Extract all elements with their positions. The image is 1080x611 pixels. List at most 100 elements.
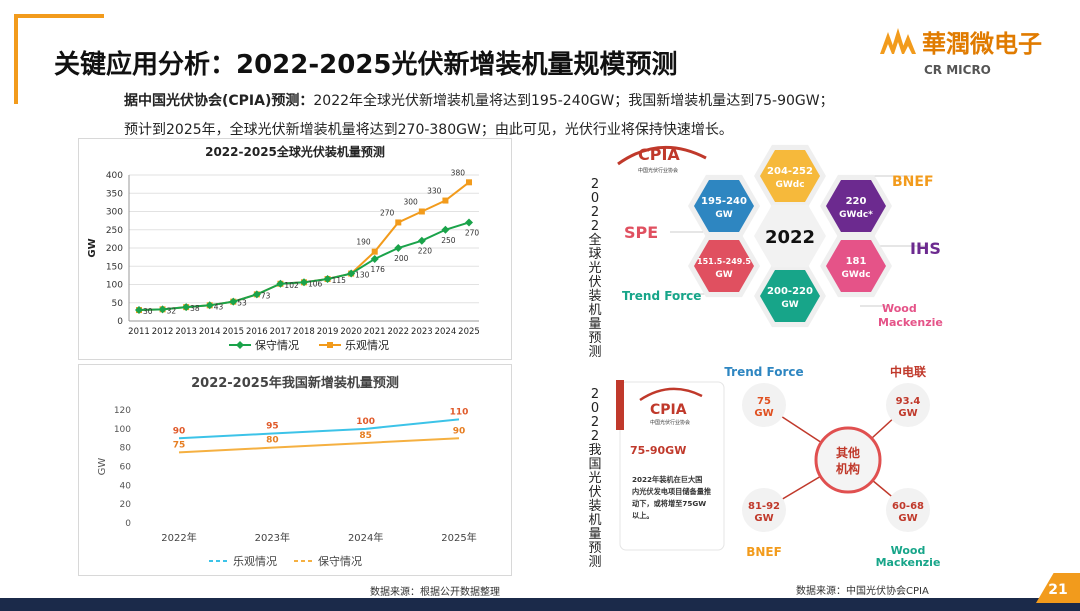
vertical-char: 我 <box>588 443 602 458</box>
x-tick-label: 2024年 <box>348 531 383 544</box>
hex-value <box>826 180 886 232</box>
cpia-sub-text: 中国光伏行业协会 <box>638 167 678 174</box>
x-tick-label: 2016 <box>246 327 268 337</box>
data-point <box>395 219 402 226</box>
data-point <box>371 248 378 255</box>
x-tick-label: 2018 <box>293 327 315 337</box>
y-tick-label: 0 <box>117 317 123 327</box>
node-unit: GW <box>898 408 917 419</box>
node-value: 81-92 <box>748 501 780 512</box>
hex-value-text: 151.5-249.5 <box>697 257 751 266</box>
hex-unit-text: GW <box>715 270 732 280</box>
hex-center-label: 2022 <box>765 227 815 248</box>
vertical-char: 测 <box>588 345 602 360</box>
org-label: Wood <box>882 302 917 315</box>
x-tick-label: 2017 <box>270 327 292 337</box>
org-label: IHS <box>910 239 941 258</box>
hex-unit-text: GWdc <box>775 180 804 190</box>
data-point <box>300 278 308 287</box>
data-point <box>182 303 191 312</box>
data-label: 85 <box>359 431 372 441</box>
node-circle <box>886 488 930 532</box>
chart-title: 2022-2025年我国新增装机量预测 <box>191 375 399 391</box>
y-tick-label: 100 <box>106 281 123 291</box>
data-point <box>229 297 238 306</box>
x-tick-label: 2023年 <box>255 531 290 544</box>
data-label: 220 <box>418 247 433 256</box>
page-number: 21 <box>1036 573 1080 603</box>
node-org-label: Mackenzie <box>876 556 941 569</box>
logo-chinese-text: 華潤微电子 <box>922 30 1042 58</box>
x-tick-label: 2020 <box>340 327 362 337</box>
company-logo: 華潤微电子 CR MICRO <box>880 20 1060 80</box>
hex-value <box>760 270 820 322</box>
data-point <box>370 254 379 263</box>
data-label: 130 <box>355 271 370 280</box>
node-value: 75 <box>757 396 771 407</box>
x-tick-label: 2019 <box>317 327 339 337</box>
data-label: 115 <box>332 276 347 285</box>
x-tick-label: 2024 <box>435 327 457 337</box>
hex-value-text: 195-240 <box>701 196 747 207</box>
data-point <box>417 236 426 245</box>
global-install-line-chart: 2022-2025全球光伏装机量预测 0 50 100 150 200 250 300 350 4… <box>87 144 480 352</box>
cpia-card-accent <box>616 380 624 430</box>
logo-mark-icon <box>880 28 916 54</box>
data-point <box>465 218 473 227</box>
org-label: BNEF <box>892 174 934 190</box>
vertical-char: 球 <box>588 247 602 262</box>
hex-value-text: 204-252 <box>767 166 813 177</box>
y-tick-label: 80 <box>120 444 132 454</box>
vertical-char: 量 <box>588 527 602 542</box>
vertical-char: 机 <box>588 303 602 318</box>
node-unit: GW <box>754 513 773 524</box>
vertical-char: 2 <box>590 415 600 430</box>
data-point <box>205 301 214 310</box>
org-label: SPE <box>624 223 658 242</box>
global-chart-panel: 2022-2025全球光伏装机量预测 0 50 100 150 200 250 300 350 4… <box>78 138 512 360</box>
hex-value-text: 200-220 <box>767 286 813 297</box>
hex-unit-text: GWdc* <box>839 210 873 220</box>
global-forecast-hex-diagram: CPIA 中国光伏行业协会 2022 204-252 GWdc 220 GWdc* 195-2… <box>617 144 943 329</box>
vertical-char: 光 <box>588 261 602 276</box>
vertical-char: 2 <box>590 429 600 444</box>
data-label: 270 <box>465 228 480 237</box>
cpia-sub-text: 中国光伏行业协会 <box>650 419 690 426</box>
vertical-char: 2 <box>590 387 600 402</box>
intro-line-2: 预计到2025年，全球光伏新增装机量将达到270-380GW；由此可见，光伏行业… <box>124 122 733 138</box>
data-label: 190 <box>356 238 371 247</box>
intro-line-1: 据中国光伏协会(CPIA)预测：2022年全球光伏新增装机量将达到195-240… <box>124 90 834 110</box>
data-label: 106 <box>308 279 323 288</box>
source-right: 数据来源：中国光伏协会CPIA <box>796 586 929 597</box>
x-tick-label: 2011 <box>128 327 150 337</box>
data-label: 270 <box>380 208 395 217</box>
data-point <box>418 208 425 215</box>
legend-marker <box>327 342 333 348</box>
y-tick-label: 350 <box>106 189 123 199</box>
legend-label: 乐观情况 <box>345 339 389 352</box>
data-label: 380 <box>451 168 466 177</box>
node-org-label: BNEF <box>746 545 782 559</box>
data-label: 250 <box>441 236 456 245</box>
vertical-char: 机 <box>588 513 602 528</box>
data-label: 90 <box>173 426 186 436</box>
data-label: 75 <box>173 440 186 450</box>
hex-value <box>694 180 754 232</box>
data-label: 100 <box>356 417 375 427</box>
y-tick-label: 20 <box>120 500 132 510</box>
vertical-char: 2 <box>590 205 600 220</box>
series-line-0 <box>178 418 460 440</box>
data-label: 43 <box>214 302 224 311</box>
data-point <box>442 197 449 204</box>
node-circle <box>742 488 786 532</box>
y-tick-label: 300 <box>106 208 123 218</box>
y-axis-label: GW <box>87 238 98 257</box>
x-tick-label: 2022年 <box>161 531 196 544</box>
node-unit: GW <box>754 408 773 419</box>
vertical-char: 装 <box>588 289 602 304</box>
org-label: Mackenzie <box>878 316 943 329</box>
vertical-char: 光 <box>588 471 602 486</box>
cpia-arc <box>617 145 707 166</box>
legend-marker <box>236 341 244 349</box>
x-tick-label: 2013 <box>175 327 197 337</box>
